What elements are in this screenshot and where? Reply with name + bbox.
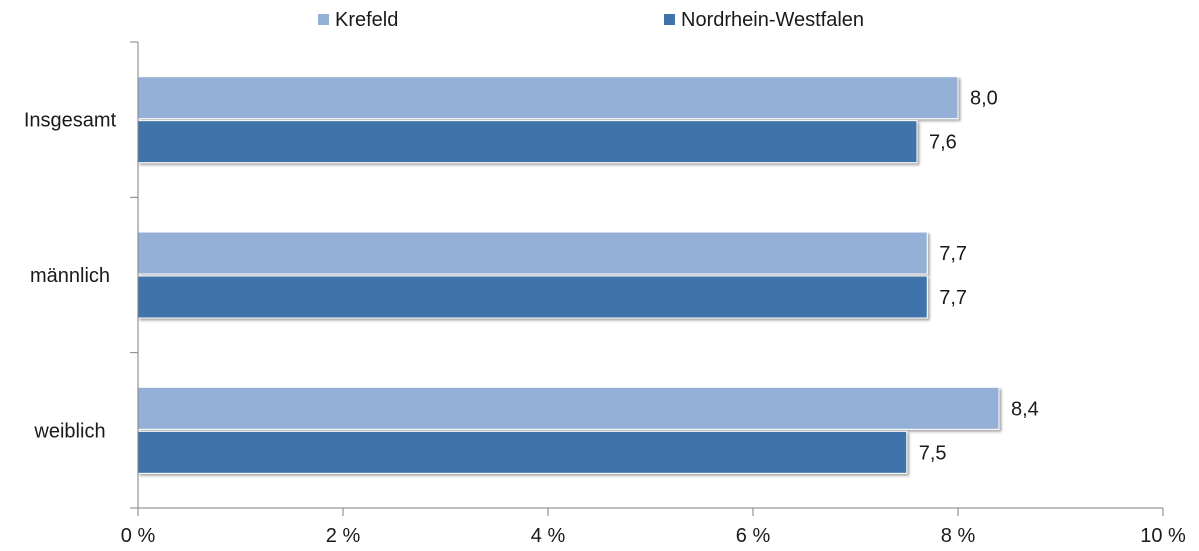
- legend-swatch: [318, 14, 329, 25]
- legend-label: Krefeld: [335, 9, 398, 31]
- data-label: 7,7: [939, 287, 967, 309]
- axes: Insgesamt männlich weiblich 0 % 2 % 4 % 6 % 8 %…: [24, 41, 1186, 547]
- category-label: Insgesamt: [24, 110, 117, 132]
- legend-label: Nordrhein-Westfalen: [681, 9, 864, 31]
- category-label: männlich: [30, 265, 110, 287]
- legend: Krefeld Nordrhein-Westfalen: [318, 9, 864, 31]
- bar-krefeld-0: [137, 76, 959, 120]
- x-tick-label: 6 %: [736, 525, 771, 547]
- data-label: 8,0: [970, 88, 998, 110]
- bar-nordrhein-westfalen-1: [137, 275, 928, 319]
- category-label: weiblich: [33, 420, 105, 442]
- x-tick-label: 4 %: [531, 525, 566, 547]
- bar-nordrhein-westfalen-0: [137, 120, 918, 164]
- x-tick-label: 10 %: [1140, 525, 1186, 547]
- bar-krefeld-1: [137, 231, 928, 275]
- data-label: 8,4: [1011, 398, 1039, 420]
- x-tick-label: 2 %: [326, 525, 361, 547]
- legend-swatch: [664, 14, 675, 25]
- plot-area: 8,0 7,6 7,7 7,7 8,4 7,5: [137, 76, 1039, 474]
- data-label: 7,6: [929, 132, 957, 154]
- data-label: 7,7: [939, 243, 967, 265]
- bar-krefeld-2: [137, 386, 1000, 430]
- x-tick-label: 0 %: [121, 525, 156, 547]
- x-tick-label: 8 %: [941, 525, 976, 547]
- bar-nordrhein-westfalen-2: [137, 430, 908, 474]
- data-label: 7,5: [919, 442, 947, 464]
